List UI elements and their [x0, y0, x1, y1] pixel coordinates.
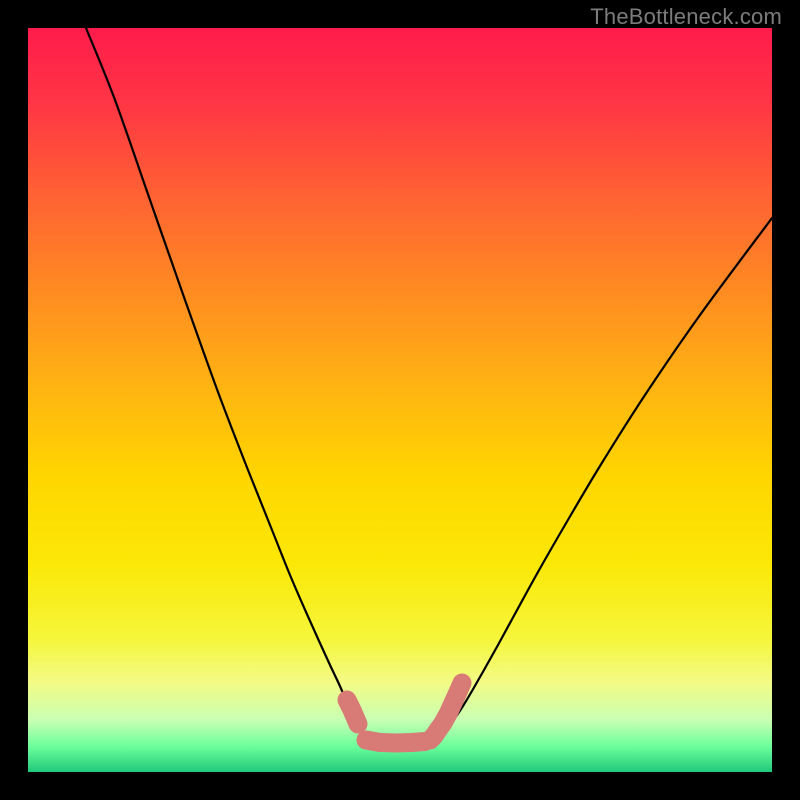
bottleneck-gradient-plot	[0, 0, 800, 800]
highlight-segment	[366, 740, 425, 743]
watermark-text: TheBottleneck.com	[590, 4, 782, 30]
highlight-segment	[347, 700, 358, 724]
chart-frame: TheBottleneck.com	[0, 0, 800, 800]
plot-area	[28, 28, 772, 772]
gradient-background	[28, 28, 772, 772]
